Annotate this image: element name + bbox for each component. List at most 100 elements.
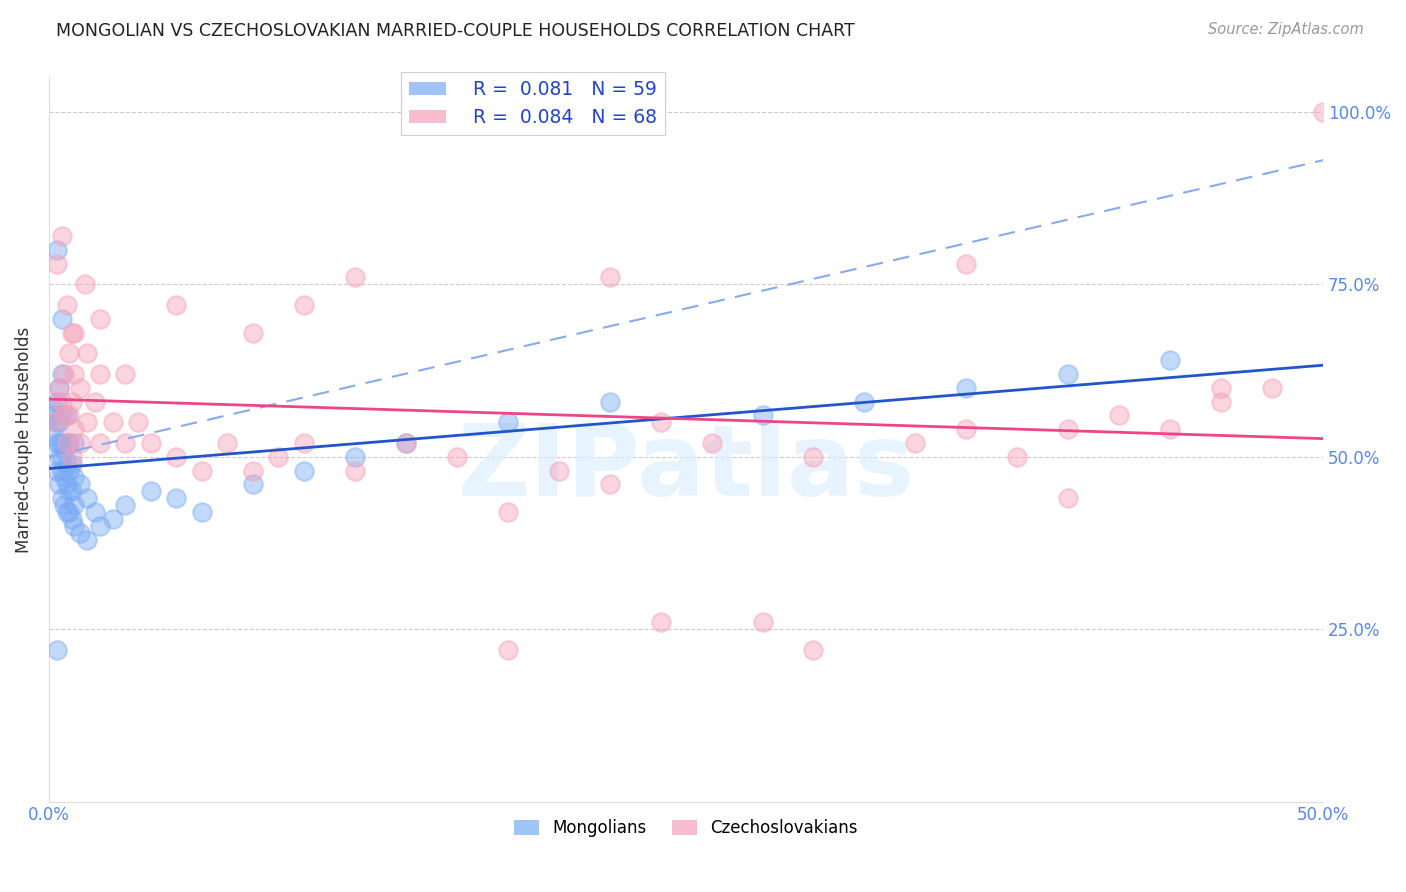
Point (60, 457, 83, 471)
Point (58, 436, 80, 450)
Y-axis label: Married-couple Households: Married-couple Households (15, 326, 32, 553)
Text: ZIPatlas: ZIPatlas (457, 420, 914, 517)
Point (904, 436, 927, 450)
Point (45, 243, 67, 257)
Point (45, 436, 67, 450)
Point (139, 436, 162, 450)
Point (48, 450, 70, 464)
Point (650, 615, 672, 630)
Point (42, 429, 65, 443)
Point (1108, 409, 1130, 423)
Point (69, 436, 91, 450)
Point (191, 464, 214, 478)
Point (60, 512, 83, 526)
Point (73, 277, 96, 292)
Point (56, 436, 79, 450)
Point (45, 257, 67, 271)
Point (56, 505, 79, 519)
Point (343, 450, 366, 464)
Point (1312, 104, 1334, 119)
Point (242, 464, 264, 478)
Point (165, 491, 187, 505)
Point (599, 394, 621, 409)
Point (83, 505, 105, 519)
Point (58, 484, 80, 499)
Point (101, 415, 124, 429)
Point (63, 422, 86, 436)
Point (89, 367, 111, 381)
Point (76, 491, 98, 505)
Point (51, 450, 73, 464)
Point (292, 436, 315, 450)
Point (60, 394, 83, 409)
Point (51, 311, 73, 326)
Point (45, 415, 67, 429)
Legend: Mongolians, Czechoslovakians: Mongolians, Czechoslovakians (508, 813, 865, 844)
Point (63, 367, 86, 381)
Point (496, 643, 519, 657)
Point (1211, 394, 1233, 409)
Point (1057, 367, 1080, 381)
Point (343, 270, 366, 285)
Point (76, 346, 98, 360)
Point (69, 477, 91, 491)
Point (45, 394, 67, 409)
Point (1261, 381, 1284, 395)
Point (292, 464, 315, 478)
Point (496, 505, 519, 519)
Point (242, 477, 264, 491)
Point (58, 464, 80, 478)
Point (165, 298, 187, 312)
Point (547, 464, 569, 478)
Point (599, 477, 621, 491)
Point (48, 477, 70, 491)
Point (60, 484, 83, 499)
Point (42, 415, 65, 429)
Point (1057, 491, 1080, 505)
Point (53, 442, 76, 457)
Point (395, 436, 418, 450)
Point (217, 436, 239, 450)
Point (89, 311, 111, 326)
Point (42, 409, 65, 423)
Point (267, 450, 290, 464)
Point (700, 436, 723, 450)
Point (56, 477, 79, 491)
Point (51, 409, 73, 423)
Point (51, 394, 73, 409)
Point (83, 394, 105, 409)
Point (63, 498, 86, 512)
Point (76, 533, 98, 547)
Point (89, 436, 111, 450)
Point (76, 415, 98, 429)
Point (53, 470, 76, 484)
Point (58, 409, 80, 423)
Point (751, 409, 773, 423)
Point (48, 381, 70, 395)
Point (56, 409, 79, 423)
Point (53, 409, 76, 423)
Point (599, 270, 621, 285)
Point (127, 415, 149, 429)
Point (803, 643, 825, 657)
Point (1211, 381, 1233, 395)
Point (292, 298, 315, 312)
Point (63, 518, 86, 533)
Point (60, 326, 83, 340)
Text: Source: ZipAtlas.com: Source: ZipAtlas.com (1208, 22, 1364, 37)
Point (1159, 353, 1181, 368)
Point (51, 229, 73, 244)
Point (69, 381, 91, 395)
Point (242, 326, 264, 340)
Point (1057, 422, 1080, 436)
Point (63, 470, 86, 484)
Point (114, 498, 136, 512)
Point (63, 326, 86, 340)
Point (56, 436, 79, 450)
Point (1007, 450, 1029, 464)
Point (41, 401, 63, 416)
Point (89, 518, 111, 533)
Point (45, 643, 67, 657)
Point (955, 422, 977, 436)
Point (58, 505, 80, 519)
